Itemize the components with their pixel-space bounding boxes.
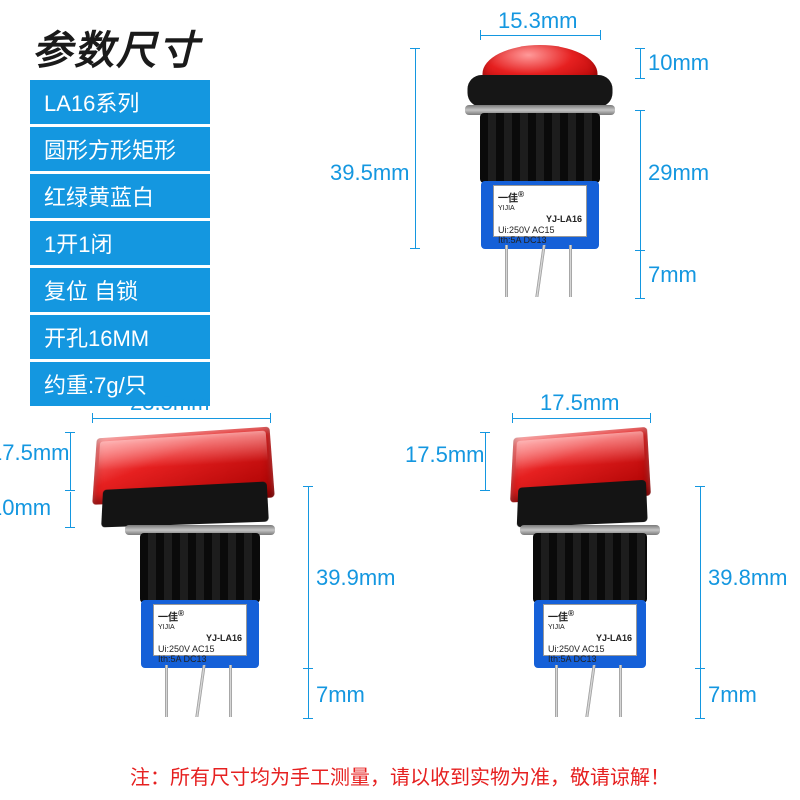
footer-note: 注：所有尺寸均为手工测量，请以收到实物为准，敬请谅解！ <box>0 761 800 790</box>
product-label: 一佳® YIJIA YJ-LA16 Ui:250V AC15 Ith:5A DC… <box>153 604 247 656</box>
threaded-barrel <box>140 533 260 603</box>
label-line1: Ui:250V AC15 <box>158 644 242 655</box>
dim-cap-d: 17.5mm <box>0 440 69 466</box>
dim-line <box>700 668 701 718</box>
spec-item: 圆形方形矩形 <box>30 127 210 171</box>
label-brand: 一佳 <box>158 612 178 623</box>
spec-item: 1开1闭 <box>30 221 210 265</box>
label-model: YJ-LA16 <box>548 633 632 644</box>
label-brand-en: YIJIA <box>548 624 632 632</box>
terminal-pins <box>545 665 635 720</box>
dim-total-h: 39.9mm <box>316 565 395 591</box>
dim-line <box>640 250 641 298</box>
spec-item: 复位 自锁 <box>30 268 210 312</box>
product-round: 一佳® YIJIA YJ-LA16 Ui:250V AC15 Ith:5A DC… <box>400 45 680 325</box>
product-rect-wide: 一佳® YIJIA YJ-LA16 Ui:250V AC15 Ith:5A DC… <box>70 430 330 730</box>
page-title: 参数尺寸 <box>32 18 200 76</box>
label-line2: Ith:5A DC13 <box>158 654 242 665</box>
terminal-pins <box>495 245 585 300</box>
dim-cap-h: 10mm <box>648 50 709 76</box>
dim-pin-h: 7mm <box>648 262 697 288</box>
dim-cap-dia: 15.3mm <box>498 8 577 34</box>
label-brand-en: YIJIA <box>498 205 582 213</box>
spec-item: 开孔16MM <box>30 315 210 359</box>
spec-list: LA16系列 圆形方形矩形 红绿黄蓝白 1开1闭 复位 自锁 开孔16MM 约重… <box>30 80 210 406</box>
button-collar <box>517 480 648 527</box>
dim-pin-h: 7mm <box>316 682 365 708</box>
terminal-pins <box>155 665 245 720</box>
threaded-barrel <box>533 533 647 603</box>
dim-line <box>415 48 416 248</box>
dim-total-h: 39.8mm <box>708 565 787 591</box>
dim-line <box>480 35 600 36</box>
dim-line <box>512 418 650 419</box>
product-rect-square: 一佳® YIJIA YJ-LA16 Ui:250V AC15 Ith:5A DC… <box>470 430 710 730</box>
label-brand: 一佳 <box>498 193 518 204</box>
label-line1: Ui:250V AC15 <box>548 644 632 655</box>
dim-cap-w: 17.5mm <box>540 390 619 416</box>
label-model: YJ-LA16 <box>158 633 242 644</box>
product-label: 一佳® YIJIA YJ-LA16 Ui:250V AC15 Ith:5A DC… <box>543 604 637 656</box>
dim-body-h: 29mm <box>648 160 709 186</box>
button-collar <box>468 75 613 107</box>
dim-cap-h: 10mm <box>0 495 51 521</box>
threaded-barrel <box>480 113 600 183</box>
dim-total-h: 39.5mm <box>330 160 409 186</box>
spec-item: LA16系列 <box>30 80 210 124</box>
label-model: YJ-LA16 <box>498 214 582 225</box>
dim-line <box>70 432 71 490</box>
dim-line <box>70 492 71 527</box>
dim-cap-d: 17.5mm <box>405 442 484 468</box>
spec-item: 红绿黄蓝白 <box>30 174 210 218</box>
label-brand-en: YIJIA <box>158 624 242 632</box>
dim-line <box>92 418 270 419</box>
label-line2: Ith:5A DC13 <box>548 654 632 665</box>
label-brand: 一佳 <box>548 612 568 623</box>
dim-line <box>700 486 701 668</box>
dim-line <box>308 486 309 668</box>
product-label: 一佳® YIJIA YJ-LA16 Ui:250V AC15 Ith:5A DC… <box>493 185 587 237</box>
dim-line <box>640 110 641 250</box>
dim-cap-w: 23.5mm <box>130 390 209 416</box>
dim-line <box>485 432 486 490</box>
dim-line <box>640 48 641 78</box>
dim-line <box>308 668 309 718</box>
label-line1: Ui:250V AC15 <box>498 225 582 236</box>
dim-pin-h: 7mm <box>708 682 757 708</box>
button-collar <box>101 482 269 528</box>
